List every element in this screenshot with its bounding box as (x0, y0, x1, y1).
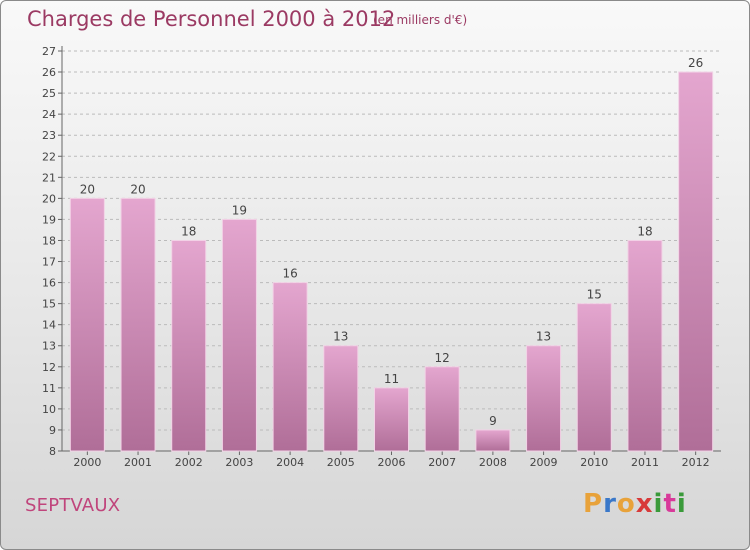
value-label: 26 (688, 56, 703, 70)
bar (69, 197, 105, 452)
bar (272, 282, 308, 452)
value-label: 20 (80, 182, 95, 196)
logo-letter: i (676, 489, 687, 519)
y-tick-label: 13 (42, 340, 56, 353)
value-label: 15 (587, 288, 602, 302)
bar (171, 239, 207, 452)
y-tick-label: 8 (49, 445, 56, 458)
y-tick-label: 26 (42, 66, 56, 79)
x-tick-label: 2011 (631, 456, 659, 469)
x-tick-label: 2008 (479, 456, 507, 469)
labels: 8 9 10 11 12 13 14 15 16 17 18 19 20 21 22 23 24 25 26 27 20… (42, 45, 710, 469)
value-label: 13 (536, 330, 551, 344)
x-tick-label: 2000 (73, 456, 101, 469)
y-tick-label: 15 (42, 298, 56, 311)
x-tick-label: 2009 (530, 456, 558, 469)
x-tick-label: 2002 (175, 456, 203, 469)
y-tick-label: 12 (42, 361, 56, 374)
y-tick-label: 25 (42, 87, 56, 100)
x-tick-label: 2001 (124, 456, 152, 469)
bar (424, 366, 460, 452)
value-label: 18 (181, 224, 196, 238)
y-tick-label: 14 (42, 319, 56, 332)
logo-letter: o (616, 489, 636, 519)
y-tick-label: 9 (49, 424, 56, 437)
y-tick-label: 18 (42, 234, 56, 247)
y-tick-label: 19 (42, 213, 56, 226)
commune-name: SEPTVAUX (25, 495, 121, 516)
value-label: 13 (333, 330, 348, 344)
y-tick-label: 10 (42, 403, 56, 416)
bar (627, 239, 663, 452)
logo-letter: r (603, 489, 617, 519)
x-tick-label: 2005 (327, 456, 355, 469)
x-tick-label: 2012 (682, 456, 710, 469)
bar (374, 387, 409, 452)
x-tick-label: 2004 (276, 456, 304, 469)
logo-letter: t (663, 489, 677, 519)
y-tick-label: 20 (42, 192, 56, 205)
y-tick-label: 16 (42, 277, 56, 290)
y-tick-label: 24 (42, 108, 56, 121)
value-label: 16 (282, 267, 297, 281)
y-tick-label: 21 (42, 171, 56, 184)
chart-subtitle: (en milliers d'€) (373, 13, 468, 27)
x-tick-label: 2007 (428, 456, 456, 469)
value-label: 18 (637, 224, 652, 238)
x-tick-label: 2010 (580, 456, 608, 469)
logo-letter: P (583, 489, 604, 519)
y-tick-label: 17 (42, 256, 56, 269)
x-tick-label: 2003 (225, 456, 253, 469)
y-tick-label: 11 (42, 382, 56, 395)
proxiti-logo: Proxiti (583, 489, 687, 519)
bar (120, 197, 156, 452)
value-label: 9 (489, 414, 497, 428)
bar (323, 345, 359, 452)
bar (526, 345, 562, 452)
bar (475, 429, 511, 452)
bars (69, 71, 714, 452)
x-tick-label: 2006 (378, 456, 406, 469)
chart-title: Charges de Personnel 2000 à 2012 (27, 7, 396, 31)
value-label: 11 (384, 372, 399, 386)
value-label: 12 (435, 351, 450, 365)
bar (678, 71, 714, 452)
y-tick-label: 27 (42, 45, 56, 58)
logo-letter: i (653, 489, 664, 519)
bar (576, 303, 612, 452)
logo-letter: x (635, 489, 654, 519)
value-label: 19 (232, 203, 247, 217)
y-tick-label: 22 (42, 150, 56, 163)
bar (221, 218, 257, 452)
y-tick-label: 23 (42, 129, 56, 142)
value-label: 20 (130, 182, 145, 196)
